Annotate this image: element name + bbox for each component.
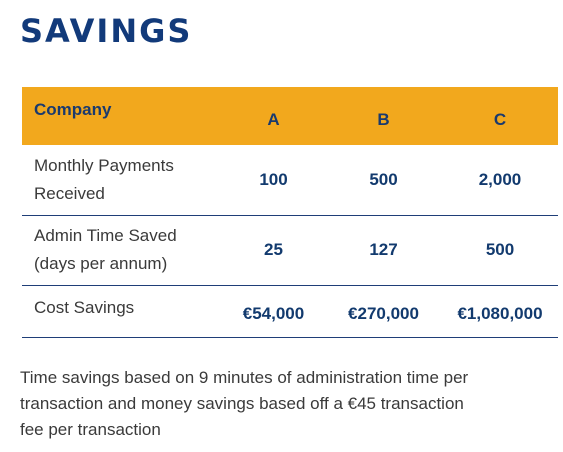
footnote-line: Time savings based on 9 minutes of admin…: [20, 368, 469, 387]
table-row-admin-time: Admin Time Saved (days per annum) 25 127…: [22, 215, 558, 285]
header-company-b: B: [377, 110, 390, 129]
cell-monthly-payments-b: 500: [369, 169, 398, 189]
footnote-line: transaction and money savings based off …: [20, 394, 464, 413]
cell-admin-time-a: 25: [264, 240, 283, 259]
header-company-c: C: [493, 110, 507, 129]
savings-table: Company A B C Monthly Payments Received …: [22, 87, 558, 338]
row-label-line: Received: [34, 183, 105, 203]
table-row-monthly-payments: Monthly Payments Received 100 500 2,000: [22, 145, 558, 215]
footnote: Time savings based on 9 minutes of admin…: [20, 365, 540, 443]
header-company-a: A: [267, 110, 280, 129]
row-label-admin-time: Admin Time Saved (days per annum): [22, 215, 222, 285]
row-label-line: (days per annum): [34, 254, 168, 273]
cell-monthly-payments-a: 100: [259, 169, 288, 189]
row-label-line: Admin Time Saved: [34, 226, 177, 245]
savings-table-container: Company A B C Monthly Payments Received …: [22, 87, 558, 338]
cell-monthly-payments-c: 2,000: [478, 169, 522, 189]
cell-cost-savings-b: €270,000: [348, 304, 419, 323]
table-row-cost-savings: Cost Savings €54,000 €270,000 €1,080,000: [22, 285, 558, 337]
page-title: SAVINGS: [20, 12, 193, 50]
row-label-cost-savings: Cost Savings: [22, 285, 222, 337]
table-header-row: Company A B C: [22, 87, 558, 145]
row-label-monthly-payments: Monthly Payments Received: [22, 145, 222, 215]
header-company: Company: [34, 100, 112, 119]
cell-cost-savings-a: €54,000: [242, 304, 305, 323]
footnote-line: fee per transaction: [20, 420, 161, 439]
cell-admin-time-c: 500: [485, 240, 515, 259]
cell-admin-time-b: 127: [369, 240, 398, 259]
row-label-line: Monthly Payments: [34, 155, 174, 175]
cell-cost-savings-c: €1,080,000: [457, 304, 543, 323]
row-label-line: Cost Savings: [34, 297, 135, 317]
